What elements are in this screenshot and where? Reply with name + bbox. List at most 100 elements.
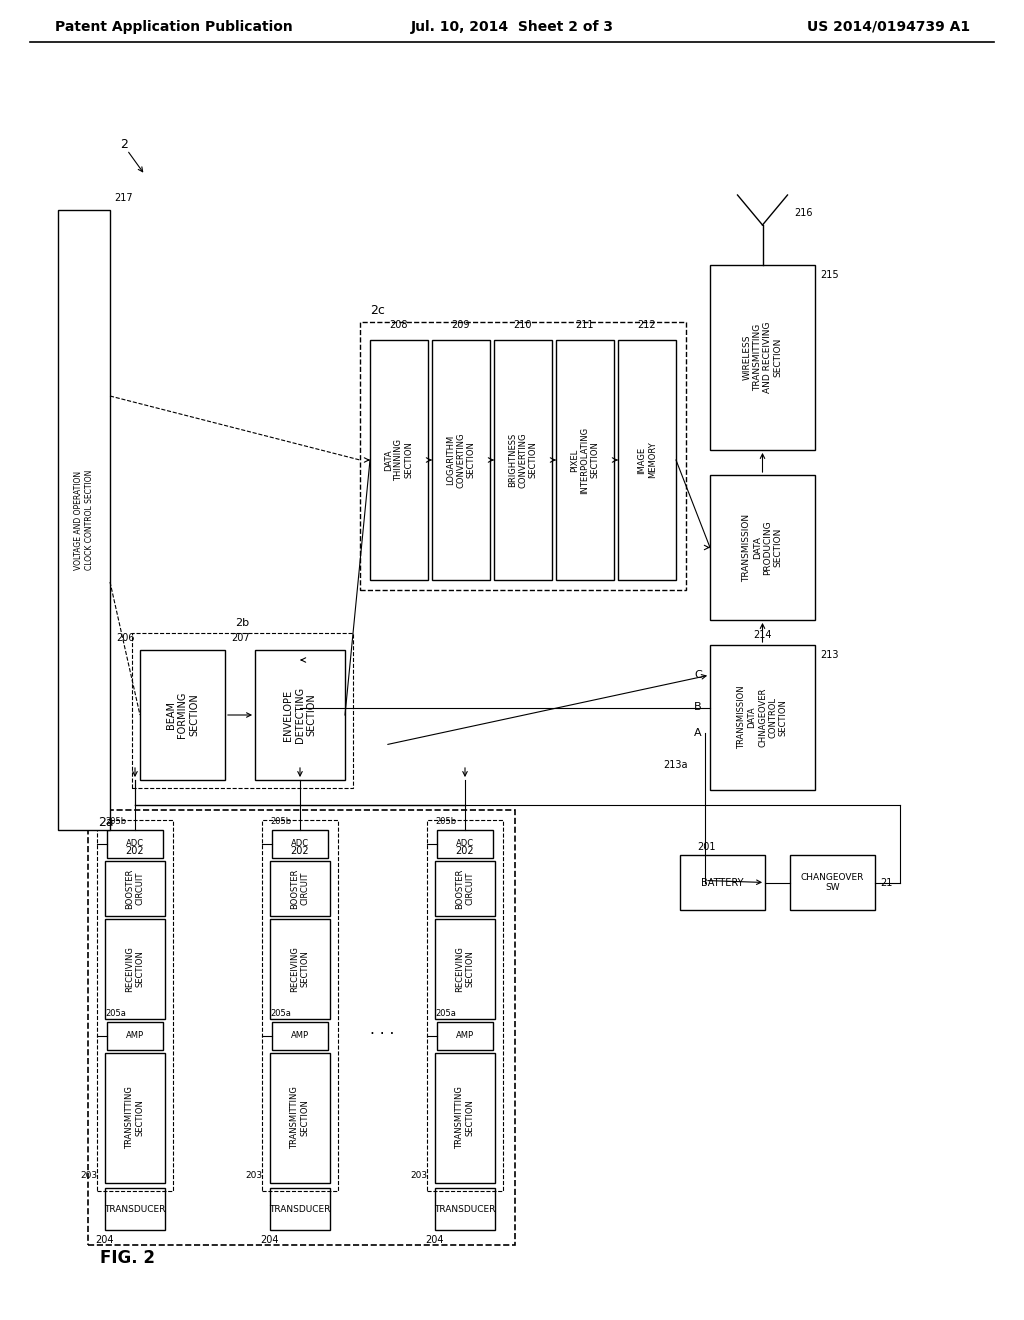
Bar: [618, 341, 676, 579]
Text: 205b: 205b: [435, 817, 456, 826]
Bar: [132, 634, 353, 788]
Bar: [272, 1022, 328, 1049]
Bar: [435, 1188, 495, 1230]
Text: RECEIVING
SECTION: RECEIVING SECTION: [125, 946, 144, 991]
Text: . . .: . . .: [371, 1023, 394, 1038]
Text: 215: 215: [820, 271, 839, 280]
Bar: [360, 322, 686, 590]
Text: 204: 204: [95, 1236, 114, 1245]
Text: 204: 204: [425, 1236, 443, 1245]
Text: IMAGE
MEMORY: IMAGE MEMORY: [637, 442, 656, 478]
Text: BOOSTER
CIRCUIT: BOOSTER CIRCUIT: [456, 869, 475, 908]
Text: ADC: ADC: [126, 840, 144, 849]
Text: A: A: [694, 727, 701, 738]
Text: 202: 202: [126, 846, 144, 855]
Text: AMP: AMP: [291, 1031, 309, 1040]
Bar: [710, 645, 815, 789]
Text: RECEIVING
SECTION: RECEIVING SECTION: [456, 946, 475, 991]
Text: 2b: 2b: [236, 618, 250, 628]
Text: 205b: 205b: [270, 817, 291, 826]
Text: TRANSMISSION
DATA
PRODUCING
SECTION: TRANSMISSION DATA PRODUCING SECTION: [742, 513, 782, 582]
Text: CHANGEOVER
SW: CHANGEOVER SW: [801, 873, 864, 892]
Bar: [432, 341, 490, 579]
Text: Jul. 10, 2014  Sheet 2 of 3: Jul. 10, 2014 Sheet 2 of 3: [411, 20, 613, 34]
Text: 204: 204: [260, 1236, 279, 1245]
Text: TRANSDUCER: TRANSDUCER: [269, 1204, 331, 1213]
Bar: [255, 649, 345, 780]
Text: 211: 211: [575, 319, 594, 330]
Text: BOOSTER
CIRCUIT: BOOSTER CIRCUIT: [290, 869, 309, 908]
Text: FIG. 2: FIG. 2: [100, 1249, 155, 1267]
Bar: [790, 855, 874, 909]
Text: 203: 203: [410, 1171, 427, 1180]
Text: 201: 201: [697, 842, 716, 851]
Text: BATTERY: BATTERY: [701, 878, 743, 887]
Text: PIXEL
INTERPOLATING
SECTION: PIXEL INTERPOLATING SECTION: [570, 426, 600, 494]
Text: 2c: 2c: [370, 304, 385, 317]
Bar: [88, 810, 515, 1245]
Text: AMP: AMP: [126, 1031, 144, 1040]
Text: 205a: 205a: [270, 1010, 291, 1019]
Bar: [435, 1053, 495, 1183]
Text: BEAM
FORMING
SECTION: BEAM FORMING SECTION: [166, 692, 199, 738]
Text: TRANSDUCER: TRANSDUCER: [104, 1204, 166, 1213]
Text: US 2014/0194739 A1: US 2014/0194739 A1: [807, 20, 970, 34]
Bar: [680, 855, 765, 909]
Text: LOGARITHM
CONVERTING
SECTION: LOGARITHM CONVERTING SECTION: [446, 432, 476, 488]
Bar: [270, 1053, 330, 1183]
Bar: [710, 475, 815, 620]
Text: 212: 212: [638, 319, 656, 330]
Text: 213a: 213a: [663, 760, 687, 770]
Text: ADC: ADC: [456, 840, 474, 849]
Bar: [556, 341, 614, 579]
Text: BRIGHTNESS
CONVERTING
SECTION: BRIGHTNESS CONVERTING SECTION: [508, 432, 538, 488]
Bar: [105, 1188, 165, 1230]
Bar: [105, 1053, 165, 1183]
Text: AMP: AMP: [456, 1031, 474, 1040]
Text: TRANSDUCER: TRANSDUCER: [434, 1204, 496, 1213]
Text: 206: 206: [117, 634, 135, 643]
Text: 21: 21: [880, 878, 892, 887]
Bar: [270, 919, 330, 1019]
Bar: [97, 820, 173, 1191]
Bar: [262, 820, 338, 1191]
Bar: [427, 820, 503, 1191]
Text: 202: 202: [291, 846, 309, 855]
Bar: [710, 265, 815, 450]
Bar: [435, 919, 495, 1019]
Bar: [370, 341, 428, 579]
Text: VOLTAGE AND OPERATION
CLOCK CONTROL SECTION: VOLTAGE AND OPERATION CLOCK CONTROL SECT…: [75, 470, 94, 570]
Text: 205a: 205a: [105, 1010, 126, 1019]
Bar: [435, 861, 495, 916]
Text: 2a: 2a: [98, 816, 114, 829]
Text: 207: 207: [231, 634, 250, 643]
Bar: [105, 861, 165, 916]
Text: 210: 210: [514, 319, 532, 330]
Text: 202: 202: [456, 846, 474, 855]
Text: BOOSTER
CIRCUIT: BOOSTER CIRCUIT: [125, 869, 144, 908]
Bar: [494, 341, 552, 579]
Bar: [270, 1188, 330, 1230]
Bar: [58, 210, 110, 830]
Bar: [270, 861, 330, 916]
Bar: [272, 830, 328, 858]
Text: 217: 217: [114, 193, 133, 203]
Text: 208: 208: [390, 319, 409, 330]
Text: RECEIVING
SECTION: RECEIVING SECTION: [290, 946, 309, 991]
Text: ENVELOPE
DETECTING
SECTION: ENVELOPE DETECTING SECTION: [284, 686, 316, 743]
Text: C: C: [694, 671, 701, 680]
Text: 203: 203: [80, 1171, 97, 1180]
Bar: [437, 830, 493, 858]
Text: 203: 203: [245, 1171, 262, 1180]
Text: B: B: [694, 702, 701, 713]
Text: TRANSMITTING
SECTION: TRANSMITTING SECTION: [125, 1086, 144, 1150]
Text: 213: 213: [820, 649, 839, 660]
Text: 216: 216: [795, 209, 813, 218]
Text: TRANSMITTING
SECTION: TRANSMITTING SECTION: [290, 1086, 309, 1150]
Bar: [105, 919, 165, 1019]
Text: 205b: 205b: [105, 817, 126, 826]
Text: 214: 214: [754, 630, 772, 640]
Bar: [106, 1022, 163, 1049]
Bar: [140, 649, 225, 780]
Bar: [437, 1022, 493, 1049]
